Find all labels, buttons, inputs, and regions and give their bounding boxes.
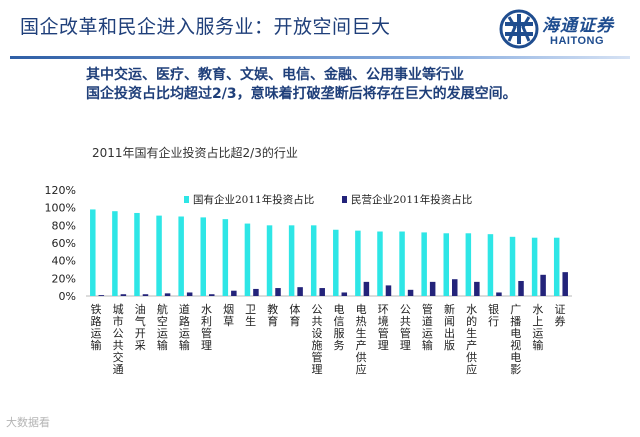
bar-private bbox=[164, 293, 171, 296]
x-tick-label: 烟草 bbox=[223, 302, 234, 328]
haitong-logo-icon bbox=[499, 9, 539, 49]
y-tick-label: 0% bbox=[59, 290, 76, 303]
bar-state-owned bbox=[421, 232, 427, 296]
x-tick-label: 水的生产供应 bbox=[466, 303, 477, 376]
bar-state-owned bbox=[156, 215, 162, 296]
x-tick-label: 证券 bbox=[554, 303, 565, 328]
bar-private bbox=[429, 281, 436, 296]
x-tick-label: 城市公共交通 bbox=[113, 303, 124, 376]
y-tick-label: 80% bbox=[52, 219, 76, 232]
logo-chinese-name: 海通证券 bbox=[542, 16, 614, 36]
x-tick-label: 环境管理 bbox=[378, 303, 389, 352]
page-title: 国企改革和民企进入服务业：开放空间巨大 bbox=[20, 16, 391, 38]
bar-private bbox=[209, 294, 215, 296]
bar-state-owned bbox=[112, 211, 118, 296]
company-logo: 海通证券 HAITONG bbox=[498, 8, 634, 52]
bar-state-owned bbox=[443, 233, 449, 296]
summary-line-1: 其中交运、医疗、教育、文娱、电信、金融、公用事业等行业 bbox=[86, 67, 464, 83]
bar-private bbox=[385, 285, 392, 296]
watermark: 大数据看 bbox=[6, 416, 50, 429]
summary-text: 其中交运、医疗、教育、文娱、电信、金融、公用事业等行业 国企投资占比均超过2/3… bbox=[86, 66, 626, 104]
bar-state-owned bbox=[222, 219, 229, 296]
y-tick-label: 100% bbox=[45, 202, 76, 215]
bar-state-owned bbox=[333, 229, 339, 296]
x-tick-label: 油气开采 bbox=[135, 302, 146, 352]
bar-state-owned bbox=[266, 225, 273, 296]
bar-state-owned bbox=[200, 217, 206, 296]
x-tick-label: 航空运输 bbox=[157, 302, 168, 352]
bar-private bbox=[407, 289, 414, 296]
legend-swatch bbox=[342, 196, 347, 203]
legend-label: 民营企业2011年投资占比 bbox=[351, 193, 472, 206]
x-tick-label: 卫生 bbox=[245, 303, 256, 328]
x-tick-label: 广播电视电影 bbox=[510, 303, 521, 376]
bar-private bbox=[297, 287, 303, 296]
bar-state-owned bbox=[134, 212, 140, 296]
bar-private bbox=[120, 294, 127, 296]
bar-state-owned bbox=[244, 223, 251, 296]
bar-state-owned bbox=[90, 209, 96, 296]
bar-private bbox=[253, 288, 259, 296]
bar-state-owned bbox=[310, 225, 317, 296]
bar-private bbox=[540, 274, 546, 296]
bar-state-owned bbox=[553, 237, 560, 296]
bar-private bbox=[452, 279, 458, 296]
bar-state-owned bbox=[288, 225, 295, 296]
x-tick-label: 体育 bbox=[289, 302, 300, 328]
logo-english-name: HAITONG bbox=[550, 35, 605, 47]
y-tick-label: 20% bbox=[52, 272, 76, 285]
chart-title: 2011年国有企业投资占比超2/3的行业 bbox=[92, 146, 298, 160]
y-tick-label: 120% bbox=[45, 184, 76, 197]
header-divider bbox=[10, 56, 630, 59]
bar-private bbox=[518, 280, 524, 296]
legend-swatch bbox=[184, 196, 189, 203]
bar-private bbox=[341, 292, 348, 296]
bar-state-owned bbox=[531, 237, 538, 296]
x-tick-label: 公共管理 bbox=[400, 303, 411, 352]
x-tick-label: 银行 bbox=[488, 302, 499, 328]
x-tick-label: 教育 bbox=[267, 303, 278, 328]
bar-state-owned bbox=[465, 233, 472, 296]
y-tick-label: 40% bbox=[52, 255, 76, 268]
bar-state-owned bbox=[509, 236, 516, 296]
x-tick-label: 管道运输 bbox=[422, 302, 433, 352]
y-tick-label: 60% bbox=[52, 237, 76, 250]
bar-private bbox=[363, 281, 370, 296]
bar-private bbox=[142, 294, 149, 296]
bar-private bbox=[98, 295, 105, 296]
bar-state-owned bbox=[487, 234, 494, 296]
x-tick-label: 电热生产供应 bbox=[356, 303, 367, 376]
x-tick-label: 铁路运输 bbox=[91, 303, 102, 352]
x-tick-label: 新闻出版 bbox=[444, 302, 455, 352]
bar-private bbox=[231, 290, 237, 296]
bar-private bbox=[562, 272, 568, 296]
x-tick-label: 公共设施管理 bbox=[311, 303, 322, 376]
bar-state-owned bbox=[178, 216, 184, 296]
x-tick-label: 水利管理 bbox=[201, 303, 212, 352]
bar-private bbox=[474, 281, 480, 296]
bar-state-owned bbox=[399, 231, 405, 296]
bar-state-owned bbox=[355, 230, 361, 296]
bar-private bbox=[496, 292, 502, 296]
bar-private bbox=[186, 292, 193, 296]
bar-private bbox=[275, 288, 281, 296]
x-tick-label: 电信服务 bbox=[334, 303, 345, 352]
bar-state-owned bbox=[377, 231, 383, 296]
summary-line-2: 国企投资占比均超过2/3，意味着打破垄断后将存在巨大的发展空间。 bbox=[86, 86, 517, 102]
x-tick-label: 道路运输 bbox=[179, 302, 190, 352]
legend-label: 国有企业2011年投资占比 bbox=[193, 193, 314, 206]
x-tick-label: 水上运输 bbox=[532, 303, 543, 352]
bar-private bbox=[319, 288, 325, 296]
